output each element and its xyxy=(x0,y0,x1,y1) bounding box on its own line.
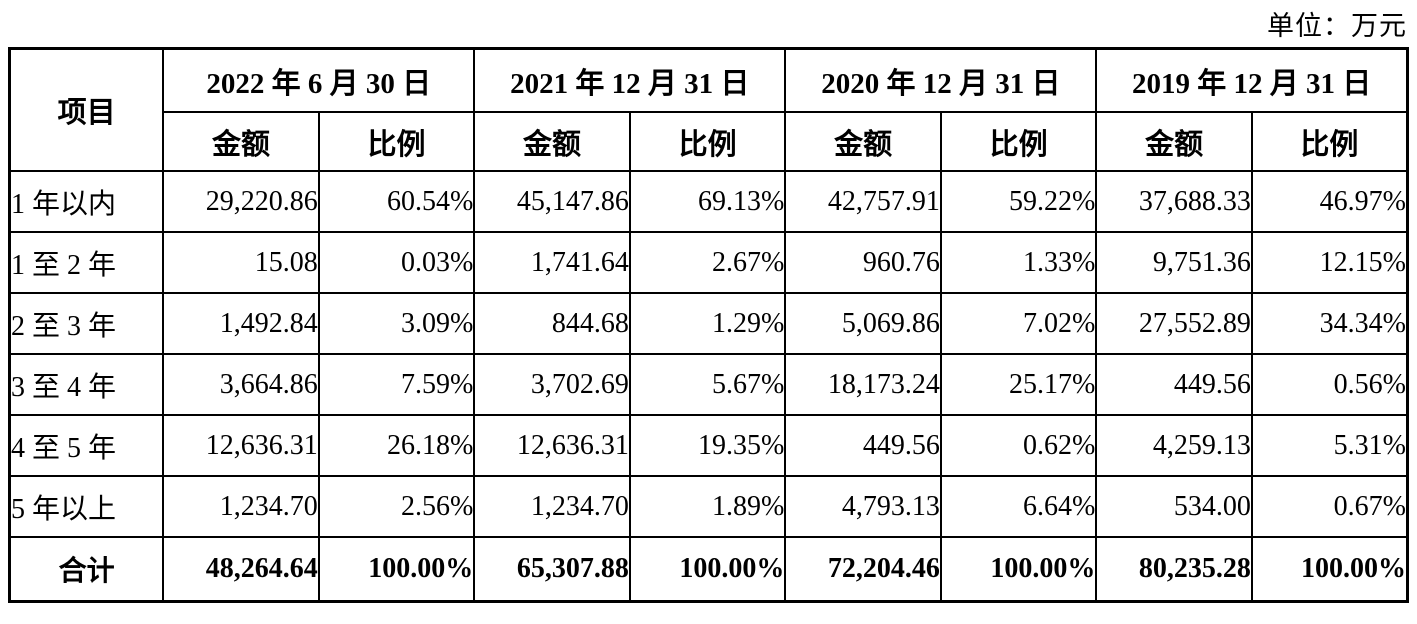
cell-ratio: 7.59% xyxy=(317,353,476,416)
ratio-subheader: 比例 xyxy=(939,111,1098,172)
table-row: 3 至 4 年 3,664.86 7.59% 3,702.69 5.67% 18… xyxy=(8,353,1409,416)
table-row: 5 年以上 1,234.70 2.56% 1,234.70 1.89% 4,79… xyxy=(8,475,1409,538)
cell-ratio: 0.62% xyxy=(939,414,1098,477)
aging-schedule-table: 项目 2022 年 6 月 30 日 2021 年 12 月 31 日 2020… xyxy=(8,47,1409,603)
cell-ratio: 2.67% xyxy=(628,231,787,294)
cell-ratio: 7.02% xyxy=(939,292,1098,355)
cell-ratio: 1.29% xyxy=(628,292,787,355)
cell-amount: 15.08 xyxy=(162,231,320,294)
cell-ratio: 0.56% xyxy=(1250,353,1409,416)
table-row: 4 至 5 年 12,636.31 26.18% 12,636.31 19.35… xyxy=(8,414,1409,477)
cell-amount: 534.00 xyxy=(1095,475,1253,538)
table-row: 1 至 2 年 15.08 0.03% 1,741.64 2.67% 960.7… xyxy=(8,231,1409,294)
row-label: 5 年以上 xyxy=(8,475,165,538)
cell-amount: 72,204.46 xyxy=(784,536,942,603)
cell-amount: 12,636.31 xyxy=(473,414,631,477)
cell-amount: 3,702.69 xyxy=(473,353,631,416)
cell-amount: 12,636.31 xyxy=(162,414,320,477)
amount-subheader: 金额 xyxy=(784,111,942,172)
cell-amount: 29,220.86 xyxy=(162,170,320,233)
cell-ratio: 6.64% xyxy=(939,475,1098,538)
cell-amount: 42,757.91 xyxy=(784,170,942,233)
cell-ratio: 59.22% xyxy=(939,170,1098,233)
cell-ratio: 1.33% xyxy=(939,231,1098,294)
cell-ratio: 69.13% xyxy=(628,170,787,233)
ratio-subheader: 比例 xyxy=(317,111,476,172)
cell-amount: 449.56 xyxy=(784,414,942,477)
cell-ratio: 1.89% xyxy=(628,475,787,538)
period-header-2021: 2021 年 12 月 31 日 xyxy=(473,47,787,113)
cell-ratio: 3.09% xyxy=(317,292,476,355)
cell-amount: 1,234.70 xyxy=(162,475,320,538)
amount-subheader: 金额 xyxy=(473,111,631,172)
cell-ratio: 19.35% xyxy=(628,414,787,477)
cell-ratio: 34.34% xyxy=(1250,292,1409,355)
total-row: 合计 48,264.64 100.00% 65,307.88 100.00% 7… xyxy=(8,536,1409,603)
unit-label: 单位：万元 xyxy=(1267,11,1407,41)
cell-amount: 48,264.64 xyxy=(162,536,320,603)
amount-subheader: 金额 xyxy=(1095,111,1253,172)
cell-ratio: 100.00% xyxy=(628,536,787,603)
cell-ratio: 100.00% xyxy=(317,536,476,603)
cell-amount: 3,664.86 xyxy=(162,353,320,416)
row-label: 1 年以内 xyxy=(8,170,165,233)
ratio-subheader: 比例 xyxy=(1250,111,1409,172)
cell-ratio: 25.17% xyxy=(939,353,1098,416)
row-label: 2 至 3 年 xyxy=(8,292,165,355)
item-column-header: 项目 xyxy=(8,47,165,172)
cell-amount: 27,552.89 xyxy=(1095,292,1253,355)
total-row-label: 合计 xyxy=(8,536,165,603)
cell-ratio: 100.00% xyxy=(939,536,1098,603)
cell-ratio: 100.00% xyxy=(1250,536,1409,603)
cell-amount: 449.56 xyxy=(1095,353,1253,416)
cell-amount: 9,751.36 xyxy=(1095,231,1253,294)
cell-amount: 45,147.86 xyxy=(473,170,631,233)
cell-ratio: 5.31% xyxy=(1250,414,1409,477)
row-label: 3 至 4 年 xyxy=(8,353,165,416)
period-header-2022: 2022 年 6 月 30 日 xyxy=(162,47,476,113)
table-row: 2 至 3 年 1,492.84 3.09% 844.68 1.29% 5,06… xyxy=(8,292,1409,355)
period-header-2019: 2019 年 12 月 31 日 xyxy=(1095,47,1409,113)
row-label: 4 至 5 年 xyxy=(8,414,165,477)
cell-amount: 65,307.88 xyxy=(473,536,631,603)
cell-ratio: 60.54% xyxy=(317,170,476,233)
ratio-subheader: 比例 xyxy=(628,111,787,172)
cell-ratio: 5.67% xyxy=(628,353,787,416)
cell-ratio: 46.97% xyxy=(1250,170,1409,233)
table-row: 1 年以内 29,220.86 60.54% 45,147.86 69.13% … xyxy=(8,170,1409,233)
period-header-2020: 2020 年 12 月 31 日 xyxy=(784,47,1098,113)
cell-amount: 1,741.64 xyxy=(473,231,631,294)
cell-ratio: 2.56% xyxy=(317,475,476,538)
cell-amount: 5,069.86 xyxy=(784,292,942,355)
cell-ratio: 0.03% xyxy=(317,231,476,294)
cell-amount: 844.68 xyxy=(473,292,631,355)
cell-amount: 960.76 xyxy=(784,231,942,294)
cell-amount: 1,492.84 xyxy=(162,292,320,355)
cell-amount: 4,259.13 xyxy=(1095,414,1253,477)
cell-amount: 18,173.24 xyxy=(784,353,942,416)
cell-amount: 4,793.13 xyxy=(784,475,942,538)
cell-amount: 80,235.28 xyxy=(1095,536,1253,603)
cell-amount: 1,234.70 xyxy=(473,475,631,538)
cell-ratio: 26.18% xyxy=(317,414,476,477)
row-label: 1 至 2 年 xyxy=(8,231,165,294)
amount-subheader: 金额 xyxy=(162,111,320,172)
cell-ratio: 12.15% xyxy=(1250,231,1409,294)
cell-ratio: 0.67% xyxy=(1250,475,1409,538)
cell-amount: 37,688.33 xyxy=(1095,170,1253,233)
